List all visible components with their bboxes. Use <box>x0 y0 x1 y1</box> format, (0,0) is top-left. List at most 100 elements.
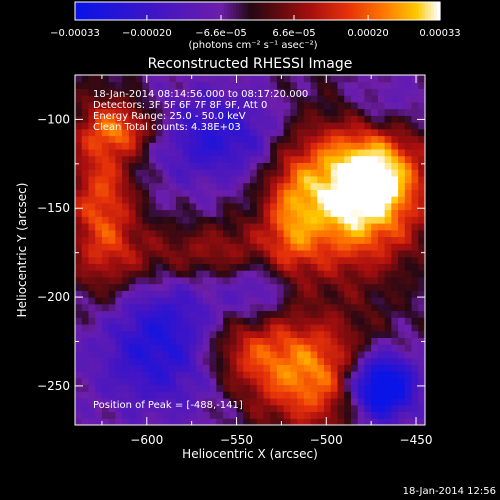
colorbar-segment <box>433 2 438 20</box>
heatmap-cell <box>418 297 426 305</box>
heatmap-cell <box>263 324 271 332</box>
heatmap-cell <box>371 122 379 130</box>
heatmap-cell <box>398 391 406 399</box>
heatmap-cell <box>404 310 413 318</box>
heatmap-cell <box>209 256 217 264</box>
heatmap-cell <box>175 303 184 312</box>
colorbar-segment <box>245 2 249 20</box>
heatmap-cell <box>115 128 123 137</box>
heatmap-cell <box>330 128 338 137</box>
heatmap-cell <box>297 95 305 103</box>
heatmap-cell <box>398 101 406 110</box>
heatmap-cell <box>297 404 305 413</box>
heatmap-cell <box>357 317 365 325</box>
heatmap-cell <box>411 297 419 305</box>
heatmap-cell <box>418 364 426 372</box>
heatmap-cell <box>101 95 110 103</box>
heatmap-cell <box>297 317 305 325</box>
heatmap-cell <box>202 344 211 352</box>
heatmap-cell <box>155 75 163 83</box>
heatmap-cell <box>135 276 143 285</box>
heatmap-cell <box>236 202 244 211</box>
heatmap-cell <box>155 384 163 392</box>
heatmap-cell <box>344 95 352 103</box>
heatmap-cell <box>169 236 177 244</box>
heatmap-cell <box>108 418 116 426</box>
heatmap-cell <box>350 256 359 264</box>
heatmap-cell <box>276 128 285 137</box>
heatmap-cell <box>411 283 419 291</box>
heatmap-cell <box>384 236 392 244</box>
heatmap-cell <box>95 223 103 231</box>
heatmap-cell <box>303 371 312 379</box>
heatmap-cell <box>81 202 89 211</box>
colorbar-segment <box>327 2 332 20</box>
heatmap-cell <box>337 81 345 89</box>
heatmap-cell <box>182 149 190 157</box>
heatmap-cell <box>229 263 238 271</box>
colorbar-segment <box>345 2 350 20</box>
heatmap-cell <box>384 270 392 278</box>
heatmap-cell <box>135 337 143 345</box>
heatmap-cell <box>297 371 305 379</box>
heatmap-cell <box>209 357 217 365</box>
heatmap-cell <box>229 283 238 291</box>
heatmap-cell <box>236 250 244 258</box>
heatmap-cell <box>243 283 251 291</box>
heatmap-cell <box>81 303 89 312</box>
heatmap-cell <box>283 418 291 426</box>
heatmap-cell <box>88 398 96 406</box>
heatmap-cell <box>75 128 83 137</box>
heatmap-cell <box>115 175 123 184</box>
heatmap-cell <box>135 142 143 150</box>
heatmap-cell <box>169 317 177 325</box>
heatmap-cell <box>324 250 332 258</box>
heatmap-cell <box>155 371 163 379</box>
heatmap-cell <box>350 209 359 217</box>
heatmap-cell <box>122 324 130 332</box>
heatmap-cell <box>149 175 157 184</box>
heatmap-cell <box>324 418 332 426</box>
heatmap-cell <box>411 243 419 251</box>
heatmap-cell <box>398 202 406 211</box>
heatmap-cell <box>209 223 217 231</box>
heatmap-cell <box>182 391 190 399</box>
heatmap-cell <box>162 330 170 338</box>
heatmap-cell <box>377 155 386 163</box>
heatmap-cell <box>81 404 89 413</box>
heatmap-cell <box>310 122 318 130</box>
heatmap-cell <box>108 155 116 163</box>
colorbar-segment <box>406 2 411 20</box>
heatmap-cell <box>88 142 96 150</box>
heatmap-cell <box>371 364 379 372</box>
heatmap-cell <box>357 357 365 365</box>
colorbar-segment <box>102 2 107 20</box>
heatmap-cell <box>317 411 325 419</box>
heatmap-cell <box>155 169 163 177</box>
heatmap-cell <box>330 310 338 318</box>
heatmap-cell <box>404 175 413 184</box>
heatmap-cell <box>209 75 217 83</box>
heatmap-cell <box>115 122 123 130</box>
heatmap-cell <box>371 263 379 271</box>
heatmap-cell <box>196 81 204 89</box>
heatmap-cell <box>371 229 379 238</box>
heatmap-cell <box>108 196 116 204</box>
heatmap-cell <box>88 236 96 244</box>
heatmap-cell <box>250 256 258 264</box>
heatmap-cell <box>256 95 264 103</box>
heatmap-cell <box>411 344 419 352</box>
heatmap-cell <box>189 391 197 399</box>
heatmap-cell <box>223 101 231 110</box>
colorbar-segment <box>230 2 234 20</box>
heatmap-cell <box>398 236 406 244</box>
heatmap-cell <box>276 223 285 231</box>
heatmap-cell <box>142 135 150 143</box>
heatmap-cell <box>344 344 352 352</box>
heatmap-cell <box>175 250 184 258</box>
heatmap-cell <box>250 223 258 231</box>
heatmap-cell <box>75 202 83 211</box>
heatmap-cell <box>101 162 110 170</box>
heatmap-cell <box>142 276 150 285</box>
